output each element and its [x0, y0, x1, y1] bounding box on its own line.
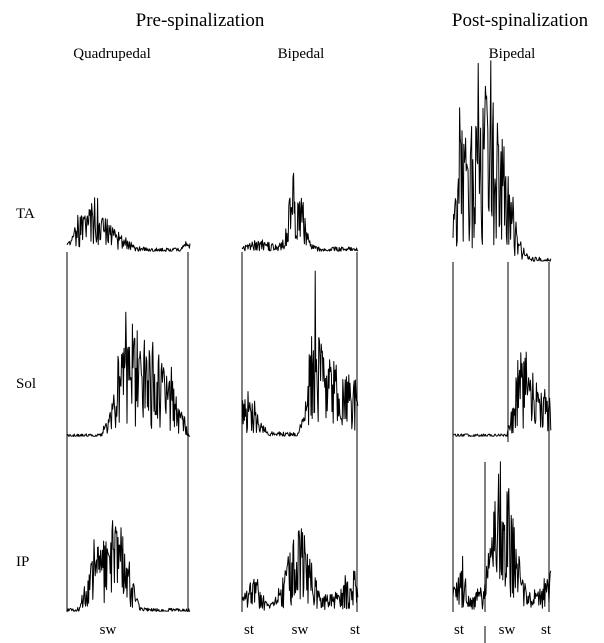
emg-trace-sol-quadrupedal — [66, 311, 191, 437]
cycle-frames — [66, 252, 550, 612]
phase-label-pre-bipedal-st-left: st — [244, 622, 255, 638]
column-label-post-bipedal: Bipedal — [489, 46, 536, 62]
emg-trace-sol-post-bipedal — [452, 351, 552, 437]
header-pre-spinalization: Pre-spinalization — [136, 10, 265, 31]
row-label-ta: TA — [16, 206, 35, 222]
emg-trace-ta-pre-bipedal — [241, 172, 359, 252]
emg-trace-ip-post-bipedal — [452, 461, 552, 610]
column-label-quadrupedal: Quadrupedal — [73, 46, 150, 62]
emg-trace-ta-post-bipedal — [452, 60, 552, 262]
column-label-pre-bipedal: Bipedal — [278, 46, 325, 62]
emg-trace-sol-pre-bipedal — [241, 270, 359, 437]
phase-label-quadrupedal-sw: sw — [100, 622, 117, 638]
row-label-ip: IP — [16, 554, 29, 570]
emg-trace-ta-quadrupedal — [66, 197, 191, 252]
emg-trace-ip-pre-bipedal — [241, 528, 359, 611]
emg-traces — [66, 60, 552, 612]
phase-label-post-bipedal-sw: sw — [499, 622, 516, 638]
header-post-spinalization: Post-spinalization — [452, 10, 589, 31]
emg-trace-ip-quadrupedal — [66, 520, 191, 612]
phase-label-pre-bipedal-sw: sw — [292, 622, 309, 638]
phase-label-pre-bipedal-st-right: st — [350, 622, 361, 638]
row-label-sol: Sol — [16, 376, 36, 392]
phase-label-post-bipedal-st-left: st — [454, 622, 465, 638]
phase-label-post-bipedal-st-right: st — [541, 622, 552, 638]
